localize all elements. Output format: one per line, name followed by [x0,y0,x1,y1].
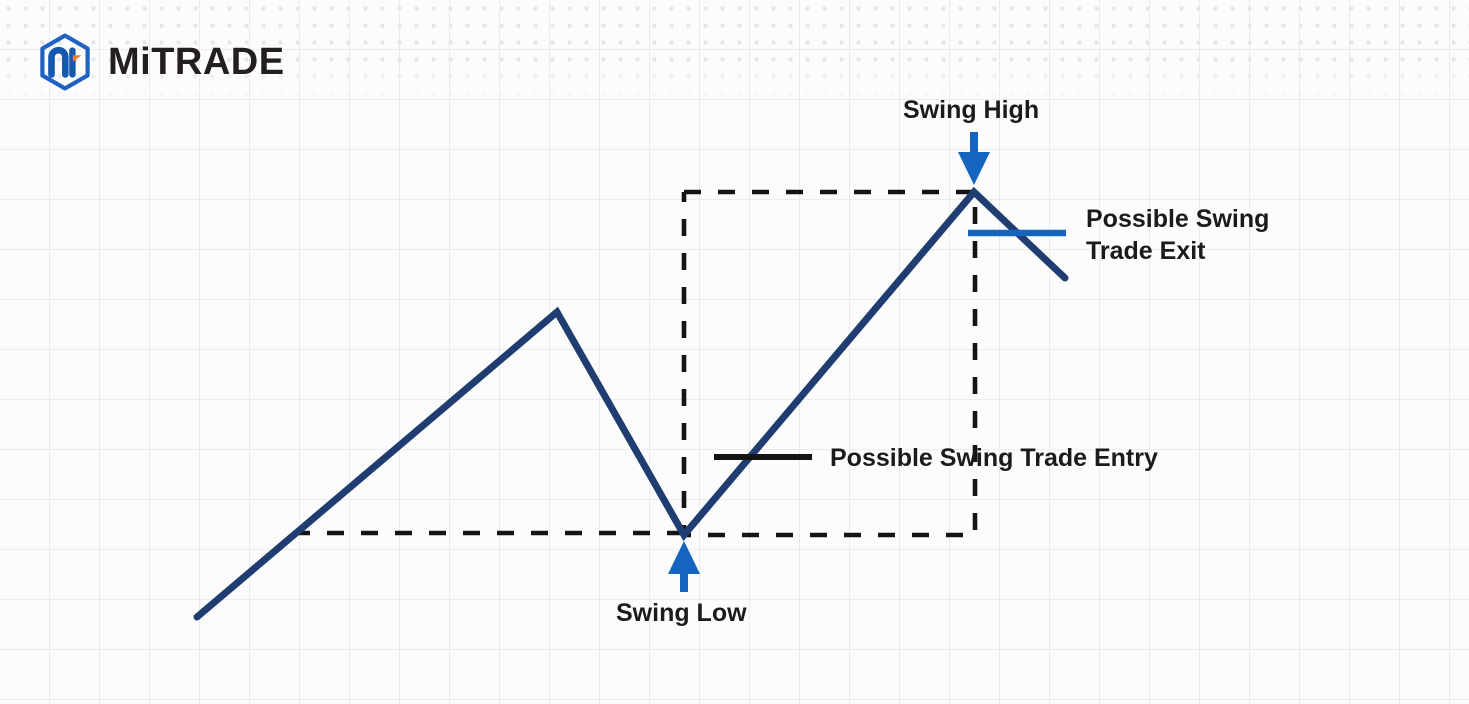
background-dot-pattern [0,0,1469,110]
brand-logo: MiTRADE [36,33,285,91]
down-arrow-icon [958,132,990,185]
brand-wordmark: MiTRADE [108,41,285,83]
up-arrow-icon [668,541,700,592]
swing-low-label: Swing Low [616,599,747,627]
mitrade-hexagon-logo-icon [36,33,94,91]
swing-trade-entry-label: Possible Swing Trade Entry [830,444,1158,472]
swing-trade-exit-label: Possible Swing Trade Exit [1086,205,1270,265]
price-action-line [193,186,1069,621]
swing-high-label: Swing High [903,96,1040,124]
